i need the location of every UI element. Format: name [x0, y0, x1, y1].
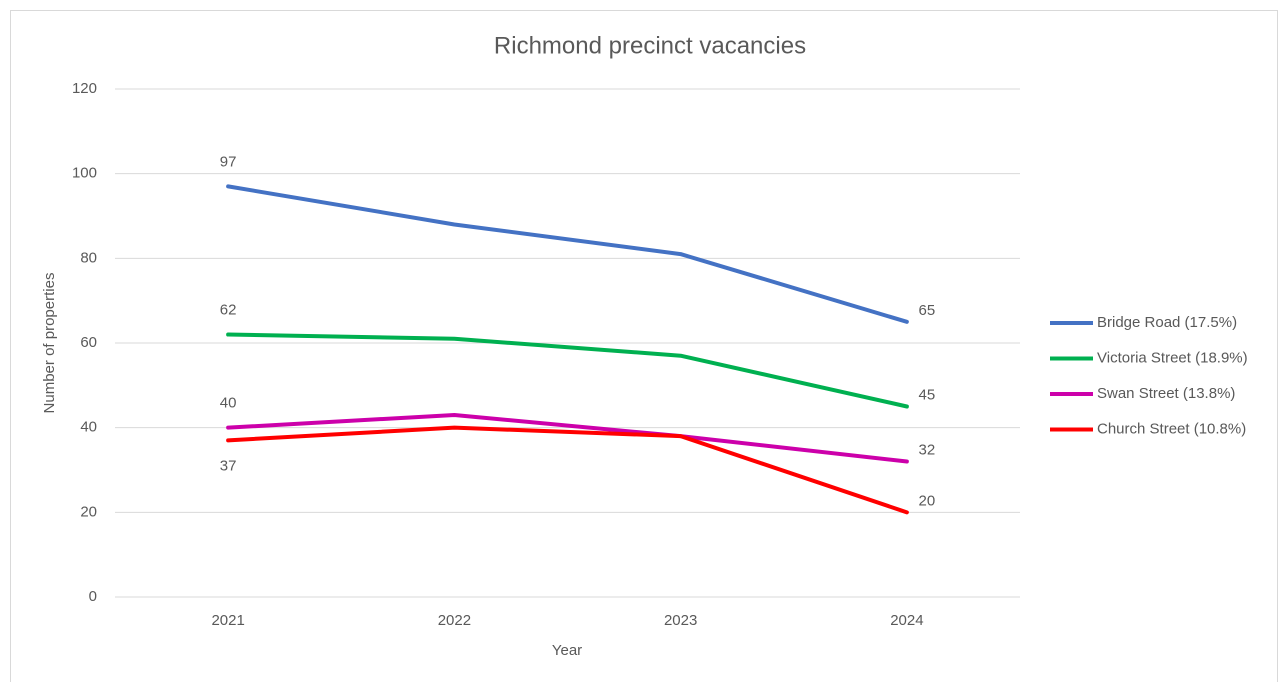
- data-label: 65: [919, 302, 936, 319]
- data-label: 37: [220, 457, 237, 474]
- series-line: [226, 412, 909, 464]
- data-label: 20: [919, 492, 936, 509]
- y-tick-label: 120: [72, 80, 97, 97]
- x-tick-label: 2021: [211, 612, 244, 629]
- legend-label: Swan Street (13.8%): [1097, 385, 1235, 402]
- y-tick-label: 80: [80, 249, 97, 266]
- series-line: [226, 184, 909, 324]
- y-tick-label: 20: [80, 503, 97, 520]
- y-tick-label: 40: [80, 419, 97, 436]
- chart-title: Richmond precinct vacancies: [494, 32, 806, 59]
- x-tick-label: 2023: [664, 612, 697, 629]
- legend-label: Bridge Road (17.5%): [1097, 314, 1237, 331]
- chart-border: [10, 10, 1278, 682]
- x-tick-label: 2024: [890, 612, 923, 629]
- y-tick-label: 100: [72, 165, 97, 182]
- data-label: 97: [220, 153, 237, 170]
- data-label: 40: [220, 395, 237, 412]
- data-label: 62: [220, 302, 237, 319]
- series-line: [226, 425, 909, 515]
- legend-label: Victoria Street (18.9%): [1097, 349, 1248, 366]
- y-tick-label: 60: [80, 334, 97, 351]
- y-tick-label: 0: [89, 588, 97, 605]
- x-axis-label: Year: [552, 642, 582, 659]
- data-label: 45: [919, 386, 936, 403]
- x-tick-label: 2022: [438, 612, 471, 629]
- series-line: [226, 332, 909, 409]
- data-label: 32: [919, 442, 936, 459]
- y-axis-label: Number of properties: [41, 273, 58, 414]
- legend-label: Church Street (10.8%): [1097, 420, 1246, 437]
